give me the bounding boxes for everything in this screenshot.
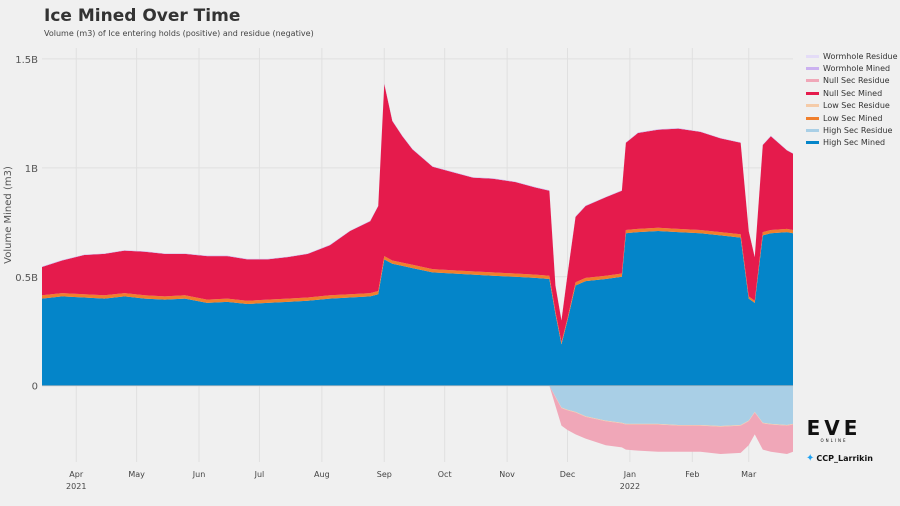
legend-label: Wormhole Mined	[823, 64, 891, 74]
area-null-sec-residue	[42, 385, 793, 454]
chart-legend: Wormhole Residue Wormhole Mined Null Sec R…	[806, 50, 898, 149]
legend-swatch	[806, 79, 819, 83]
x-tick-year-label: 2022	[620, 482, 640, 491]
x-tick-label: Feb	[685, 470, 699, 479]
eve-online-logo: EVE ONLINE	[804, 418, 864, 443]
legend-swatch	[806, 54, 819, 58]
legend-label: Null Sec Residue	[823, 76, 890, 86]
x-tick-label: Jan	[623, 470, 636, 479]
legend-label: Low Sec Residue	[823, 101, 890, 111]
legend-label: High Sec Mined	[823, 138, 886, 148]
twitter-handle-text: CCP_Larrikin	[816, 454, 873, 463]
y-axis-label: Volume Mined (m3)	[3, 166, 14, 264]
legend-swatch	[806, 129, 819, 133]
x-tick-label: Jul	[254, 470, 265, 479]
legend-label: High Sec Residue	[823, 126, 893, 136]
area-null-sec-mined	[42, 83, 793, 343]
chart-title: Ice Mined Over Time	[44, 6, 241, 26]
eve-logo-text: EVE	[806, 416, 862, 440]
x-tick-label: Aug	[314, 470, 330, 479]
legend-swatch	[806, 67, 819, 71]
x-tick-label: May	[128, 470, 145, 479]
chart-subtitle: Volume (m3) of Ice entering holds (posit…	[44, 29, 314, 38]
eve-logo-tagline: ONLINE	[820, 438, 848, 443]
legend-swatch	[806, 91, 819, 95]
legend-item[interactable]: Low Sec Residue	[806, 100, 898, 112]
x-tick-label: Dec	[560, 470, 575, 479]
legend-item[interactable]: High Sec Residue	[806, 124, 898, 136]
legend-label: Low Sec Mined	[823, 113, 883, 123]
x-tick-label: Sep	[377, 470, 392, 479]
legend-item[interactable]: High Sec Mined	[806, 137, 898, 149]
legend-item[interactable]: Wormhole Residue	[806, 50, 898, 62]
twitter-handle[interactable]: ✦ CCP_Larrikin	[806, 453, 873, 464]
area-high-sec-residue	[42, 385, 793, 427]
y-tick-label: 1B	[25, 164, 38, 175]
legend-swatch	[806, 141, 819, 145]
legend-swatch	[806, 116, 819, 120]
x-tick-label: Mar	[741, 470, 757, 479]
x-tick-label: Oct	[438, 470, 452, 479]
twitter-bird-icon: ✦	[806, 453, 815, 464]
y-tick-label: 0.5B	[15, 273, 38, 284]
legend-label: Null Sec Mined	[823, 88, 883, 98]
legend-label: Wormhole Residue	[823, 51, 898, 61]
legend-swatch	[806, 104, 819, 108]
x-tick-label: Nov	[499, 470, 515, 479]
y-tick-label: 1.5B	[15, 55, 38, 66]
legend-item[interactable]: Null Sec Residue	[806, 75, 898, 87]
legend-item[interactable]: Null Sec Mined	[806, 87, 898, 99]
x-tick-year-label: 2021	[66, 482, 86, 491]
x-tick-label: Apr	[69, 470, 84, 479]
legend-item[interactable]: Wormhole Mined	[806, 62, 898, 74]
y-tick-label: 0	[32, 382, 38, 393]
legend-item[interactable]: Low Sec Mined	[806, 112, 898, 124]
x-tick-label: Jun	[192, 470, 206, 479]
area-high-sec-mined	[42, 231, 793, 386]
